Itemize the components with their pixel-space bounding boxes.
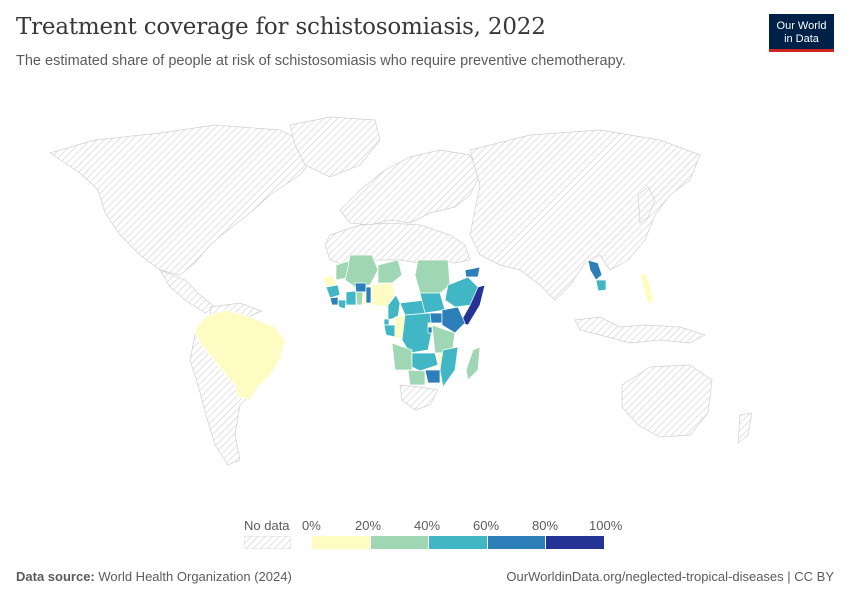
source-text: World Health Organization (2024) [94, 569, 292, 584]
country-namibia[interactable] [407, 369, 426, 386]
country-laos[interactable] [587, 259, 603, 281]
legend-tick-20: 20% [355, 518, 382, 533]
logo-line-1: Our World [776, 20, 827, 32]
legend-bin-2[interactable] [429, 536, 488, 549]
legend-tick-80: 80% [532, 518, 559, 533]
chart-subtitle: The estimated share of people at risk of… [16, 53, 626, 69]
chart-title: Treatment coverage for schistosomiasis, … [16, 14, 546, 40]
footer-url: OurWorldinData.org/neglected-tropical-di… [506, 569, 834, 584]
country-eritrea[interactable] [464, 266, 481, 278]
source-link[interactable]: OurWorldinData.org/neglected-tropical-di… [506, 569, 784, 584]
country-cameroon[interactable] [387, 294, 401, 321]
source-label: Data source: [16, 569, 95, 584]
country-senegal[interactable] [322, 274, 337, 288]
country-zambia[interactable] [411, 352, 439, 372]
logo-line-2: in Data [784, 32, 819, 45]
legend-nodata-label: No data [244, 518, 290, 533]
country-madagascar[interactable] [465, 346, 481, 381]
country-drc[interactable] [401, 312, 433, 354]
country-burkina-faso[interactable] [354, 282, 367, 293]
country-kenya[interactable] [441, 306, 466, 334]
legend-bin-0[interactable] [312, 536, 371, 549]
country-uganda[interactable] [429, 312, 443, 324]
country-zimbabwe[interactable] [424, 369, 441, 384]
country-gabon[interactable] [383, 324, 396, 338]
country-equatorial-guinea[interactable] [383, 318, 390, 326]
legend-tick-100: 100% [589, 518, 623, 533]
footer-source: Data source: World Health Organization (… [16, 569, 292, 584]
data-countries [194, 254, 655, 401]
country-cote-divoire[interactable] [345, 290, 357, 306]
country-burundi[interactable] [427, 326, 433, 334]
country-rwanda[interactable] [427, 322, 433, 328]
country-guinea[interactable] [325, 284, 341, 299]
world-map[interactable] [0, 95, 850, 505]
license-text: | CC BY [783, 569, 834, 584]
country-philippines[interactable] [639, 272, 655, 306]
no-data-landmasses [49, 116, 753, 466]
legend-tick-60: 60% [473, 518, 500, 533]
country-benin[interactable] [365, 286, 372, 304]
country-sierra-leone[interactable] [329, 296, 339, 306]
legend-bin-1[interactable] [370, 536, 430, 549]
country-brazil[interactable] [194, 309, 286, 401]
country-niger[interactable] [377, 259, 403, 284]
legend-color-bins [312, 536, 605, 549]
country-togo[interactable] [362, 291, 367, 306]
legend-tick-0: 0% [302, 518, 321, 533]
country-sudan[interactable] [414, 259, 451, 296]
legend-nodata-swatch [244, 536, 291, 549]
legend-bin-4[interactable] [546, 536, 605, 549]
country-liberia[interactable] [337, 299, 347, 310]
country-somalia[interactable] [459, 284, 486, 326]
legend-tick-40: 40% [414, 518, 441, 533]
country-ghana[interactable] [355, 291, 364, 306]
country-cambodia[interactable] [595, 279, 607, 292]
country-mozambique[interactable] [439, 346, 459, 388]
legend-bin-3[interactable] [487, 536, 547, 549]
color-legend: No data 0% 20% 40% 60% 80% 100% [0, 514, 850, 554]
owid-logo[interactable]: Our World in Data [769, 14, 834, 52]
country-mali[interactable] [344, 254, 379, 288]
